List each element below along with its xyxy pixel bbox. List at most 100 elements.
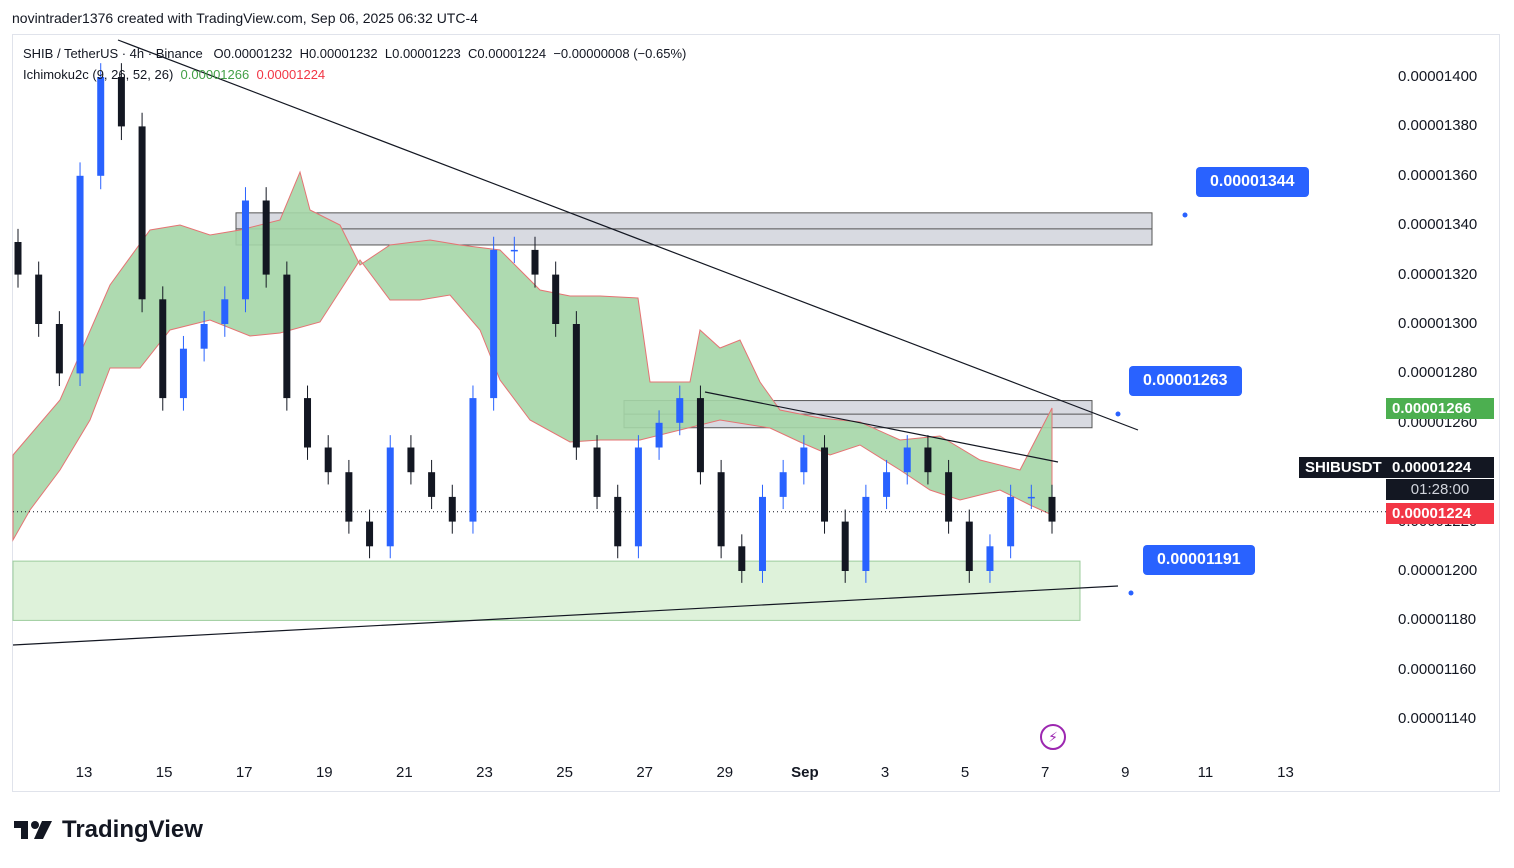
x-tick-label: 23 [476, 764, 493, 781]
candle-body [283, 274, 291, 399]
x-tick-label: 9 [1121, 764, 1130, 781]
logo-text: TradingView [62, 816, 203, 843]
short-trendline [704, 391, 1059, 463]
x-tick-label: 13 [75, 764, 93, 781]
candle-body [76, 175, 84, 374]
legend-close: C0.00001224 [468, 46, 547, 61]
candle-body [366, 521, 374, 547]
y-tick-label: 0.00001180 [1398, 611, 1477, 629]
candle-body [345, 472, 353, 522]
y-tick-label: 0.00001380 [1398, 117, 1478, 135]
y-tick-label: 0.00001160 [1398, 660, 1477, 678]
candle-body [593, 447, 601, 497]
candle-body [552, 274, 560, 324]
y-tick-label: 0.00001200 [1398, 562, 1478, 579]
candle-body [510, 249, 518, 252]
candle-body [821, 447, 829, 522]
candle-body [490, 249, 498, 399]
candle-body [262, 200, 270, 275]
candle-body [696, 398, 704, 473]
candle-body [35, 274, 43, 324]
candle-body [14, 241, 22, 275]
candle-body [945, 472, 953, 522]
candle-body [779, 472, 787, 497]
tradingview-logo-icon [14, 821, 52, 839]
candle-body [883, 472, 891, 497]
candle-body [903, 447, 911, 473]
legend-open: O0.00001232 [213, 46, 293, 61]
x-tick-label: 25 [556, 764, 573, 781]
candle-body [117, 77, 125, 127]
candle-body [676, 398, 684, 423]
ichimoku-cloud [12, 170, 1053, 542]
candle-body [221, 299, 229, 324]
candle-body [159, 299, 167, 399]
candle-body [1007, 496, 1015, 547]
candle-body [304, 398, 312, 448]
last-price-tag: 0.00001224 [1386, 457, 1494, 478]
callout-pointer-1 [1115, 411, 1121, 417]
callout-low: 0.00001191 [1143, 545, 1255, 575]
legend-high: H0.00001232 [299, 46, 378, 61]
legend-change: −0.00000008 (−0.65%) [553, 46, 687, 61]
symbol-tag: SHIBUSDT [1299, 457, 1388, 478]
callout-top: 0.00001344 [1196, 167, 1309, 197]
candle-body [97, 77, 105, 176]
x-tick-label: 19 [315, 764, 333, 781]
ohlc-legend: SHIB / TetherUS · 4h · Binance O0.000012… [23, 46, 686, 61]
candle-body [55, 324, 63, 374]
lightning-icon[interactable]: ⚡ [1040, 724, 1066, 750]
x-tick-label: 29 [716, 764, 734, 781]
chart-attribution: novintrader1376 created with TradingView… [12, 10, 478, 26]
indicator-value-1: 0.00001266 [180, 67, 250, 82]
tradingview-logo: TradingView [14, 816, 203, 844]
candle-body [965, 521, 973, 571]
x-tick-label: 15 [155, 764, 173, 781]
candle-body [717, 472, 725, 547]
indicator-name: Ichimoku2c (9, 26, 52, 26) [23, 67, 174, 82]
x-tick-label: 27 [636, 764, 654, 781]
candle-body [758, 496, 766, 571]
legend-symbol: SHIB / TetherUS · 4h · Binance [23, 46, 203, 61]
y-tick-label: 0.00001360 [1398, 166, 1478, 184]
callout-pointer-2 [1128, 590, 1134, 596]
x-tick-label: 17 [235, 764, 253, 781]
y-tick-label: 0.00001300 [1398, 315, 1478, 332]
candle-body [241, 200, 249, 300]
y-tick-label: 0.00001140 [1398, 710, 1477, 728]
candle-body [386, 447, 394, 547]
x-tick-label: 11 [1197, 764, 1214, 781]
candle-body [324, 447, 332, 473]
candle-body [200, 324, 208, 349]
candle-body [572, 324, 580, 448]
y-tick-label: 0.00001280 [1398, 364, 1478, 382]
legend-low: L0.00001223 [384, 46, 461, 61]
callout-mid: 0.00001263 [1129, 366, 1242, 396]
candle-body [634, 447, 642, 547]
indicator-value-2: 0.00001224 [256, 67, 326, 82]
last-price-red-tag: 0.00001224 [1386, 503, 1494, 524]
indicator-legend[interactable]: Ichimoku2c (9, 26, 52, 26) 0.00001266 0.… [23, 67, 325, 82]
x-tick-label: 5 [960, 764, 970, 781]
y-tick-label: 0.00001320 [1398, 265, 1478, 283]
candle-body [862, 496, 870, 571]
candle-body [1048, 496, 1056, 522]
candle-body [924, 447, 932, 473]
candle-body [800, 447, 808, 473]
candle-body [531, 249, 539, 275]
x-tick-label: Sep [791, 764, 819, 781]
countdown-tag: 01:28:00 [1386, 479, 1494, 500]
chart-frame[interactable] [12, 34, 1500, 792]
y-tick-label: 0.00001400 [1398, 68, 1478, 85]
callout-pointer-0 [1182, 212, 1188, 218]
descending-trendline [117, 39, 1139, 431]
x-tick-label: 21 [396, 764, 413, 781]
candle-body [614, 496, 622, 547]
x-tick-label: 13 [1277, 764, 1294, 781]
candle-body [138, 126, 146, 300]
zone-support [12, 560, 1081, 621]
x-tick-label: 3 [880, 764, 890, 781]
x-tick-label: 7 [1041, 764, 1050, 781]
candle-body [655, 422, 663, 448]
